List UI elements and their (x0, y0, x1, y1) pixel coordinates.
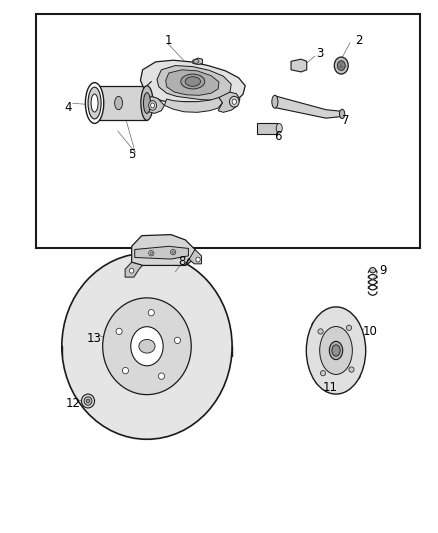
Ellipse shape (131, 327, 163, 366)
Polygon shape (135, 246, 188, 259)
Ellipse shape (230, 96, 239, 107)
Polygon shape (193, 58, 202, 64)
Polygon shape (95, 86, 147, 120)
Ellipse shape (194, 59, 199, 63)
Text: 12: 12 (65, 397, 80, 410)
Text: 2: 2 (355, 34, 363, 47)
Ellipse shape (349, 367, 354, 372)
Polygon shape (166, 70, 219, 95)
Ellipse shape (318, 329, 323, 334)
Ellipse shape (332, 345, 340, 356)
Ellipse shape (174, 337, 180, 344)
Ellipse shape (150, 252, 152, 255)
Ellipse shape (370, 268, 376, 273)
Ellipse shape (159, 373, 165, 379)
Bar (35, 14, 420, 248)
Polygon shape (275, 96, 341, 118)
Ellipse shape (320, 327, 352, 375)
Polygon shape (141, 60, 245, 106)
Ellipse shape (141, 86, 153, 120)
Polygon shape (144, 96, 164, 114)
Polygon shape (218, 92, 240, 112)
Circle shape (334, 57, 348, 74)
Text: 8: 8 (178, 255, 186, 268)
Text: 3: 3 (316, 47, 323, 60)
Polygon shape (157, 66, 231, 100)
Circle shape (337, 61, 345, 70)
Ellipse shape (272, 95, 278, 108)
Ellipse shape (122, 367, 128, 374)
Ellipse shape (276, 124, 283, 133)
Ellipse shape (306, 307, 366, 394)
Ellipse shape (149, 101, 156, 110)
Text: 5: 5 (128, 148, 135, 161)
Ellipse shape (181, 74, 205, 89)
Text: 10: 10 (362, 325, 377, 338)
Ellipse shape (139, 340, 155, 353)
Ellipse shape (339, 109, 345, 119)
Polygon shape (185, 249, 201, 265)
Ellipse shape (144, 93, 150, 114)
Ellipse shape (86, 399, 90, 403)
Ellipse shape (81, 394, 95, 408)
Ellipse shape (148, 310, 154, 316)
Ellipse shape (130, 268, 134, 273)
Ellipse shape (102, 298, 191, 394)
Polygon shape (291, 59, 307, 72)
Ellipse shape (149, 251, 154, 256)
Ellipse shape (329, 341, 343, 360)
Ellipse shape (196, 257, 200, 262)
Ellipse shape (232, 99, 237, 104)
Ellipse shape (321, 370, 326, 376)
Polygon shape (258, 123, 277, 134)
Ellipse shape (170, 249, 176, 255)
Text: 1: 1 (165, 34, 173, 47)
Polygon shape (125, 262, 143, 277)
Ellipse shape (62, 253, 232, 439)
Ellipse shape (84, 397, 92, 405)
Ellipse shape (85, 83, 104, 124)
Polygon shape (132, 235, 195, 265)
Ellipse shape (151, 103, 155, 108)
Text: 9: 9 (379, 264, 386, 277)
Ellipse shape (185, 77, 201, 86)
Ellipse shape (346, 325, 352, 330)
Ellipse shape (88, 87, 101, 119)
Ellipse shape (91, 94, 98, 112)
Ellipse shape (116, 328, 122, 335)
Ellipse shape (172, 251, 174, 254)
Text: 13: 13 (87, 332, 102, 345)
Text: 11: 11 (323, 381, 338, 394)
Text: 6: 6 (274, 130, 282, 143)
Ellipse shape (115, 96, 123, 110)
Text: 4: 4 (65, 101, 72, 114)
Polygon shape (164, 98, 223, 112)
Text: 7: 7 (342, 114, 350, 127)
